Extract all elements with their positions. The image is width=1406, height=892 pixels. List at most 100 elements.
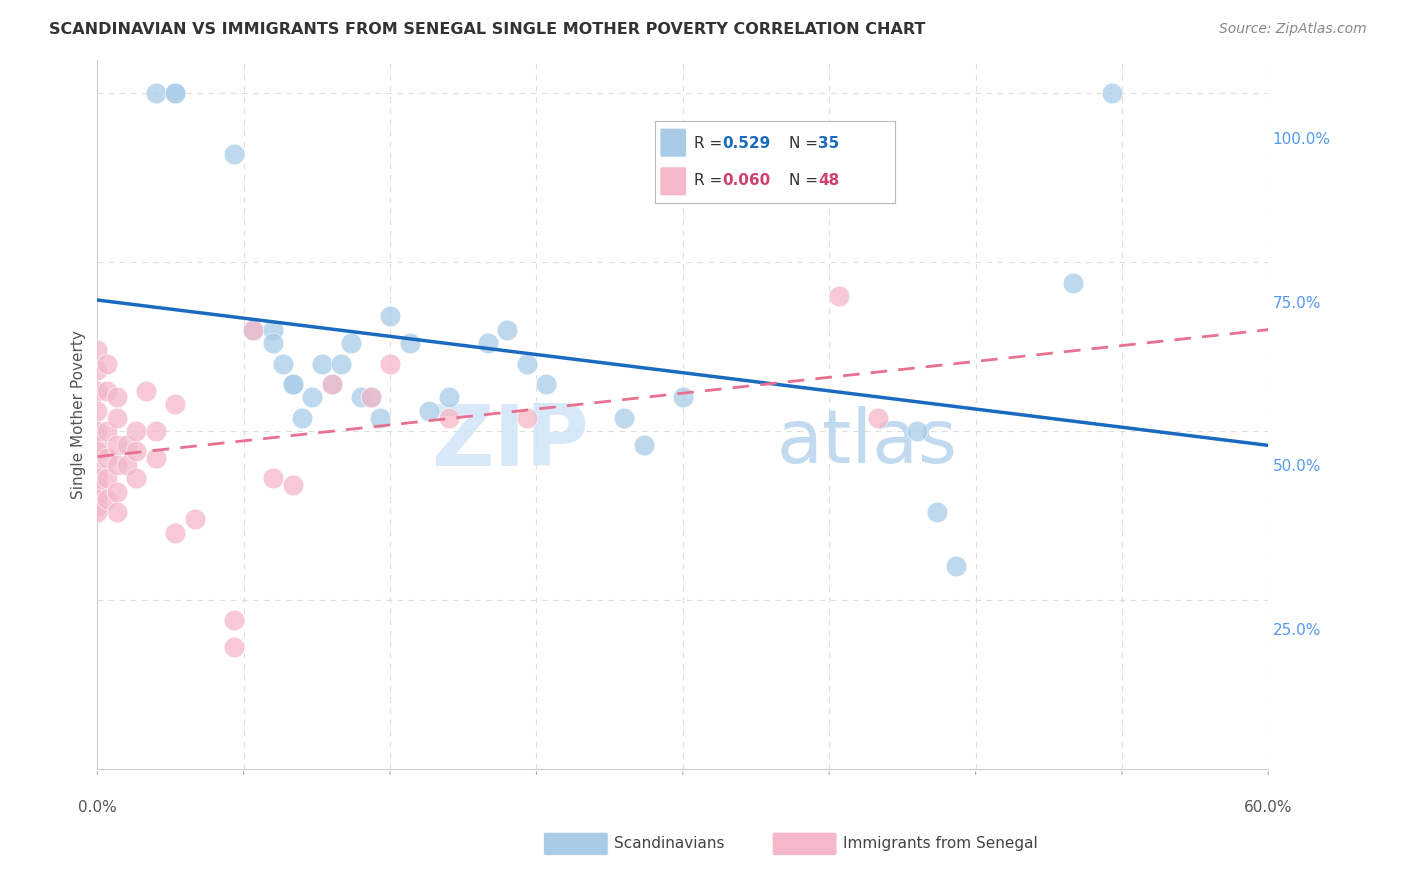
Point (165, 525, 187, 540)
Point (281, 478, 304, 492)
Point (105, 438, 128, 452)
FancyBboxPatch shape (659, 167, 686, 195)
Point (437, 410, 460, 425)
Point (378, 310, 401, 324)
Point (125, 444, 148, 458)
Text: ZIP: ZIP (432, 401, 589, 484)
Point (86, 478, 108, 492)
Point (262, 471, 284, 485)
Point (311, 357, 333, 371)
Text: 0.060: 0.060 (723, 173, 770, 188)
Point (281, 376, 304, 391)
Point (86, 404, 108, 418)
Point (86, 438, 108, 452)
Point (613, 410, 636, 425)
Point (145, 451, 167, 466)
Point (96, 357, 118, 371)
Text: atlas: atlas (776, 406, 957, 479)
Point (534, 376, 557, 391)
Point (125, 424, 148, 438)
Point (905, 424, 928, 438)
Point (165, 87, 187, 101)
Point (105, 391, 128, 405)
Point (165, 87, 187, 101)
Point (370, 410, 392, 425)
Point (125, 471, 148, 485)
Point (516, 357, 538, 371)
Text: 75.0%: 75.0% (1272, 296, 1320, 310)
Point (115, 438, 138, 452)
Point (86, 384, 108, 398)
Point (105, 410, 128, 425)
Point (516, 410, 538, 425)
Point (86, 499, 108, 513)
Text: 0.529: 0.529 (723, 136, 770, 151)
Text: N =: N = (789, 173, 818, 188)
Text: Scandinavians: Scandinavians (614, 837, 724, 851)
Point (96, 451, 118, 466)
Point (86, 491, 108, 506)
Point (86, 444, 108, 458)
Point (672, 391, 695, 405)
Text: Source: ZipAtlas.com: Source: ZipAtlas.com (1219, 22, 1367, 37)
Point (866, 410, 889, 425)
Point (105, 458, 128, 472)
Point (281, 376, 304, 391)
Point (360, 391, 382, 405)
Point (96, 424, 118, 438)
Point (262, 323, 284, 337)
Text: R =: R = (693, 173, 721, 188)
Y-axis label: Single Mother Poverty: Single Mother Poverty (72, 330, 86, 499)
Point (222, 640, 245, 655)
Text: Immigrants from Senegal: Immigrants from Senegal (842, 837, 1038, 851)
Point (418, 404, 440, 418)
Point (86, 505, 108, 519)
Point (222, 147, 245, 161)
Point (222, 613, 245, 627)
Point (184, 512, 207, 526)
Point (437, 391, 460, 405)
Text: N =: N = (789, 136, 818, 151)
Point (86, 424, 108, 438)
Text: 60.0%: 60.0% (1244, 799, 1292, 814)
Point (145, 424, 167, 438)
Point (96, 471, 118, 485)
Point (86, 363, 108, 377)
Point (330, 357, 353, 371)
Text: 0.0%: 0.0% (77, 799, 117, 814)
Point (350, 391, 373, 405)
Point (945, 559, 967, 574)
Point (340, 336, 363, 351)
Point (145, 87, 167, 101)
Point (398, 336, 420, 351)
Point (477, 336, 499, 351)
Point (242, 323, 264, 337)
Point (321, 376, 343, 391)
Point (828, 289, 851, 303)
FancyBboxPatch shape (659, 128, 686, 157)
Point (86, 343, 108, 358)
Point (378, 357, 401, 371)
Point (1062, 276, 1084, 290)
Point (86, 471, 108, 485)
Point (496, 323, 519, 337)
Text: 50.0%: 50.0% (1272, 459, 1320, 475)
Point (262, 336, 284, 351)
Point (96, 384, 118, 398)
Point (1101, 87, 1123, 101)
Point (321, 376, 343, 391)
Point (633, 438, 655, 452)
Text: 100.0%: 100.0% (1272, 132, 1330, 147)
Point (96, 491, 118, 506)
Point (271, 357, 294, 371)
Point (242, 323, 264, 337)
Point (165, 397, 187, 411)
Text: 25.0%: 25.0% (1272, 623, 1320, 638)
Point (291, 410, 314, 425)
Point (135, 384, 157, 398)
Text: R =: R = (693, 136, 721, 151)
Point (925, 505, 948, 519)
Point (86, 465, 108, 479)
Point (301, 391, 323, 405)
Point (105, 505, 128, 519)
